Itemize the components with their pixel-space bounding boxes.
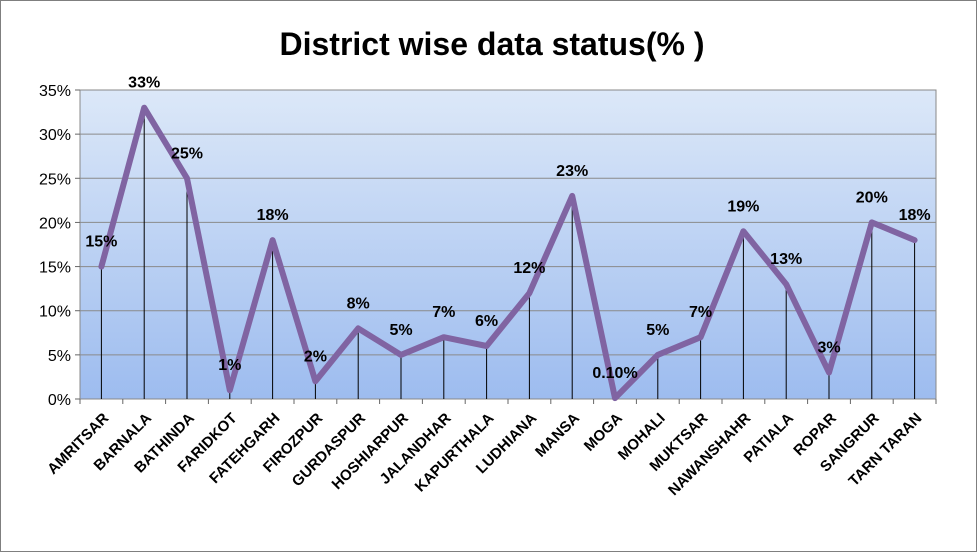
data-label: 3% <box>817 340 840 357</box>
y-tick-label: 0% <box>48 392 71 409</box>
x-tick-label: MANSA <box>532 410 583 461</box>
data-label: 7% <box>689 304 712 321</box>
y-tick-label: 20% <box>39 215 71 232</box>
data-label: 19% <box>727 198 759 215</box>
chart-title: District wise data status(% ) <box>280 26 705 62</box>
data-label: 13% <box>770 251 802 268</box>
data-label: 25% <box>171 145 203 162</box>
data-label: 33% <box>128 75 160 92</box>
data-label: 6% <box>475 313 498 330</box>
data-label: 15% <box>85 234 117 251</box>
y-tick-label: 10% <box>39 304 71 321</box>
y-tick-label: 15% <box>39 260 71 277</box>
plot-area <box>79 89 937 400</box>
data-label: 1% <box>218 357 241 374</box>
y-tick-label: 30% <box>39 127 71 144</box>
y-tick-label: 25% <box>39 171 71 188</box>
data-label: 23% <box>556 163 588 180</box>
data-label: 5% <box>646 322 669 339</box>
y-axis: 0% 5% 10% 15% 20% 25% 30% 35% <box>39 83 80 409</box>
gridlines <box>80 133 936 356</box>
drop-lines <box>100 107 916 399</box>
data-label: 12% <box>513 260 545 277</box>
data-label: 8% <box>347 295 370 312</box>
data-label: 20% <box>856 189 888 206</box>
data-label: 7% <box>432 304 455 321</box>
x-tick-label: GURDASPUR <box>289 410 369 490</box>
y-tick-label: 35% <box>39 83 71 100</box>
data-label: 5% <box>389 322 412 339</box>
data-labels: 15% 33% 25% 1% 18% 2% 8% 5% 7% 6% 12% 23% 0.10% 5% 7% 1… <box>85 75 930 382</box>
series-line-path <box>98 104 918 402</box>
data-label: 2% <box>304 348 327 365</box>
data-label: 18% <box>899 207 931 224</box>
data-label: 18% <box>257 207 289 224</box>
y-tick-label: 5% <box>48 348 71 365</box>
x-axis: AMRITSARBARNALABATHINDAFARIDKOTFATEHGARH… <box>44 399 937 499</box>
x-tick-label: HOSHIARPUR <box>329 410 412 493</box>
data-label: 0.10% <box>592 365 637 382</box>
series-line <box>98 104 918 402</box>
